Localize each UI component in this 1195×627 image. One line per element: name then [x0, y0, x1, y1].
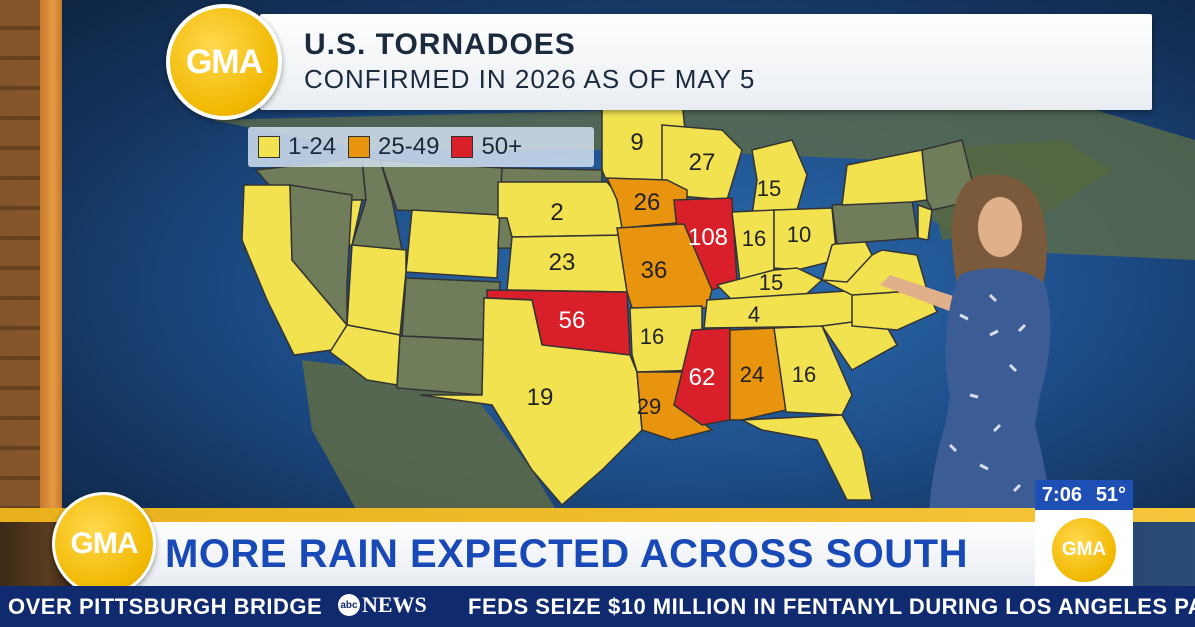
news-ticker: OVER PITTSBURGH BRIDGE abc NEWS FEDS SEI…	[0, 586, 1195, 627]
state-wy	[405, 209, 501, 279]
count-al: 24	[740, 362, 764, 387]
legend-item-low: 1-24	[258, 133, 336, 161]
map-legend: 1-24 25-49 50+	[248, 127, 594, 167]
landmass-mexico	[302, 360, 562, 520]
gma-logo-text: GMA	[70, 527, 139, 560]
presenter-dress	[928, 268, 1052, 575]
graphic-title: U.S. TORNADOES	[304, 28, 576, 61]
gma-logo-lower-third: GMA	[52, 492, 156, 596]
gma-logo-text: GMA	[1061, 539, 1107, 560]
count-ky: 15	[759, 270, 783, 295]
legend-swatch-high	[451, 136, 474, 158]
count-tn: 4	[748, 302, 760, 327]
presenter-face	[978, 197, 1022, 257]
presenter-arm	[880, 275, 965, 315]
count-tx: 19	[527, 384, 554, 411]
state-fl	[739, 414, 873, 501]
temperature: 51°	[1095, 483, 1127, 506]
state-mt	[378, 159, 503, 216]
graphic-title-card: U.S. TORNADOES CONFIRMED IN 2026 AS OF M…	[260, 14, 1152, 110]
count-ar: 16	[640, 324, 664, 349]
legend-item-mid: 25-49	[348, 133, 439, 161]
state-oh	[773, 207, 838, 271]
count-la: 29	[637, 394, 661, 419]
count-il: 108	[688, 224, 728, 251]
legend-label-mid: 25-49	[378, 133, 440, 160]
count-mo: 36	[641, 257, 668, 284]
clock-time: 7:06	[1041, 483, 1082, 506]
state-nj	[917, 203, 933, 241]
count-ga: 16	[792, 362, 816, 387]
legend-label-low: 1-24	[288, 133, 337, 160]
time-temp-box: 7:06 51° GMA	[1035, 480, 1133, 588]
gma-logo-corner: GMA	[1052, 518, 1116, 582]
state-ut	[346, 244, 407, 336]
count-ne: 2	[550, 199, 563, 226]
count-ms: 62	[689, 364, 716, 391]
count-ks: 23	[549, 249, 576, 276]
count-ia: 26	[634, 189, 661, 216]
legend-swatch-low	[258, 136, 280, 158]
count-mi: 15	[757, 176, 781, 201]
count-oh: 10	[787, 222, 811, 247]
state-az	[328, 324, 401, 386]
presenter	[880, 174, 1052, 575]
state-ny	[841, 149, 928, 206]
legend-item-high: 50+	[451, 133, 522, 161]
count-ok: 56	[559, 307, 586, 334]
legend-label-high: 50+	[481, 133, 523, 160]
headline-bar: MORE RAIN EXPECTED ACROSS SOUTH	[95, 522, 1035, 586]
state-ga	[773, 325, 853, 416]
lower-third-accent	[0, 508, 1195, 522]
time-temp-bar: 7:06 51°	[1035, 480, 1133, 510]
count-wi: 27	[689, 149, 716, 176]
state-al	[729, 327, 787, 421]
headline-text: MORE RAIN EXPECTED ACROSS SOUTH	[165, 532, 968, 576]
ticker-text-right: FEDS SEIZE $10 MILLION IN FENTANYL DURIN…	[468, 594, 1195, 619]
screen-frame	[40, 0, 66, 520]
news-logo-text: NEWS	[362, 592, 427, 617]
abc-logo-icon: abc	[338, 594, 360, 616]
count-in: 16	[742, 226, 766, 251]
abc-news-logo: abc NEWS	[338, 592, 427, 618]
graphic-subtitle: CONFIRMED IN 2026 AS OF MAY 5	[304, 64, 756, 94]
state-nm	[396, 335, 485, 396]
us-tornado-map: 9 27 15 2 26 108 16 10 23 36 15 4 56 16 …	[212, 99, 1195, 520]
legend-swatch-mid	[348, 136, 371, 158]
gma-logo-text: GMA	[185, 42, 263, 81]
state-ar	[629, 305, 703, 373]
ticker-text-left: OVER PITTSBURGH BRIDGE	[8, 594, 323, 619]
gma-logo-graphic: GMA	[166, 4, 282, 120]
state-nv	[289, 184, 353, 328]
state-ms	[673, 327, 731, 426]
state-tx	[419, 297, 643, 507]
count-mn: 9	[630, 129, 643, 156]
